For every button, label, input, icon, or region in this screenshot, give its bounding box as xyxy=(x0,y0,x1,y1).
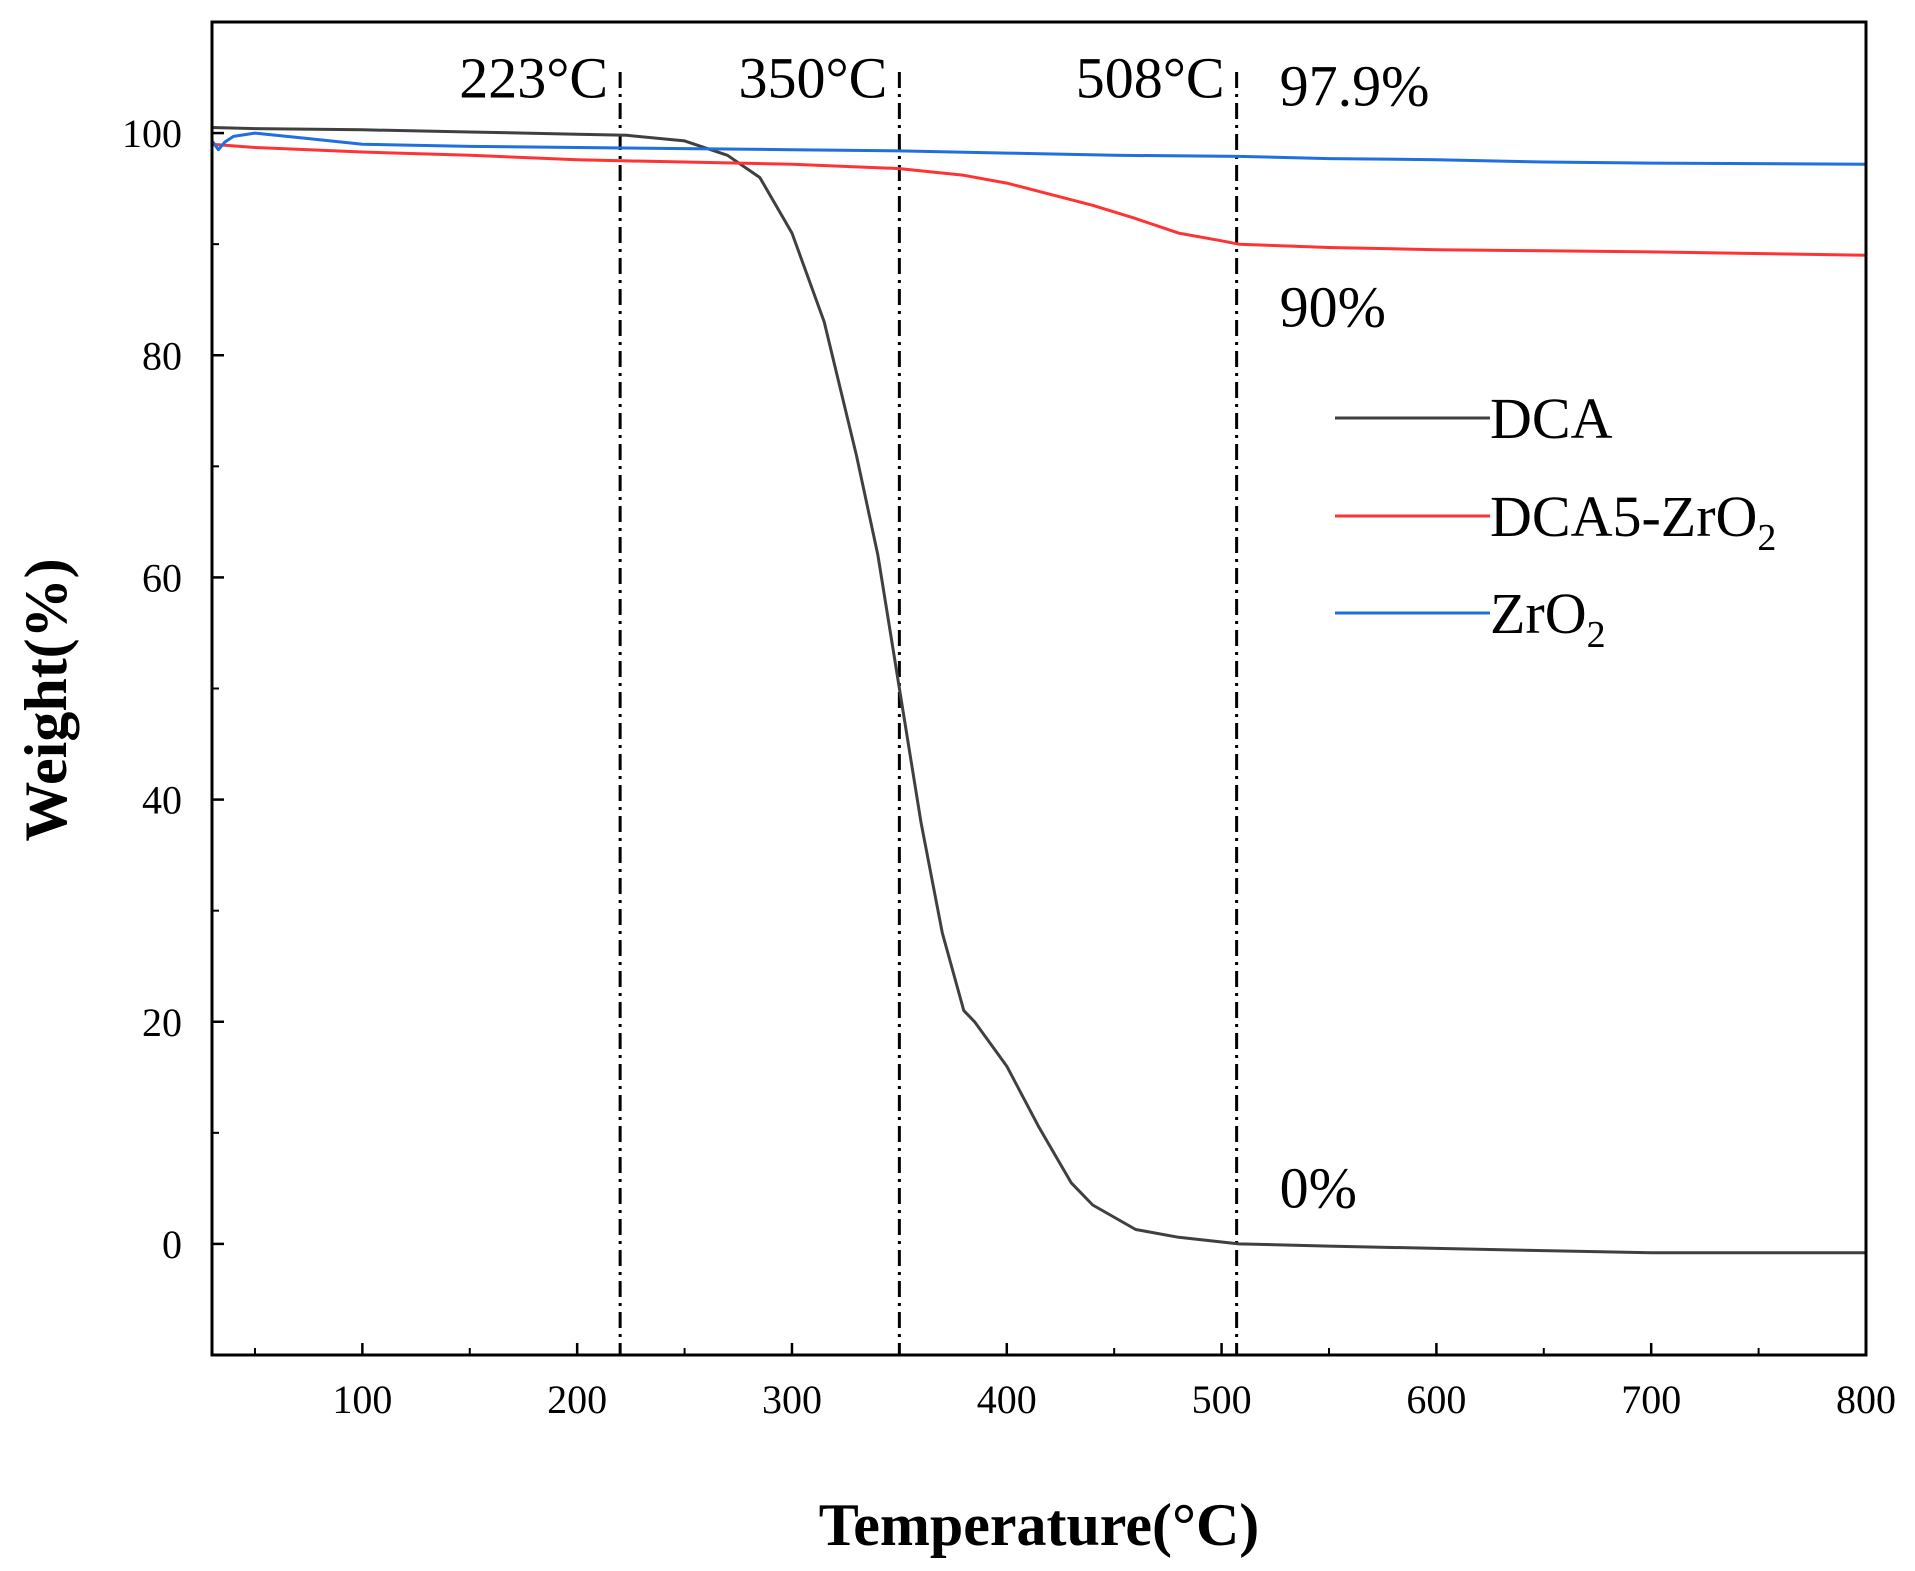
series-line xyxy=(211,142,1867,257)
value-annotation: 97.9% xyxy=(1280,53,1430,118)
x-tick-label: 300 xyxy=(762,1377,822,1422)
value-annotation: 0% xyxy=(1280,1155,1357,1220)
legend-label: DCA xyxy=(1490,386,1613,451)
reference-line-label: 223°C xyxy=(459,46,608,111)
x-tick-label: 100 xyxy=(332,1377,392,1422)
x-tick-label: 200 xyxy=(547,1377,607,1422)
x-tick-label: 600 xyxy=(1406,1377,1466,1422)
y-tick-label: 60 xyxy=(142,555,182,600)
vlines-layer xyxy=(618,71,1239,1355)
series-layer xyxy=(210,126,1867,1255)
x-axis-title: Temperature(°C) xyxy=(819,1492,1260,1558)
annotation-layer: 223°C 350°C 508°C 97.9% 90% 0% xyxy=(459,46,1429,1221)
legend-label: ZrO2 xyxy=(1490,581,1606,656)
legend-label: DCA5-ZrO2 xyxy=(1490,484,1776,559)
legend: DCA DCA5-ZrO2 ZrO2 xyxy=(1335,386,1776,656)
reference-line-label: 350°C xyxy=(738,46,887,111)
y-tick-label: 80 xyxy=(142,333,182,378)
x-tick-label: 500 xyxy=(1192,1377,1252,1422)
y-axis-title: Weight(%) xyxy=(13,558,79,841)
reference-line-label: 508°C xyxy=(1076,46,1225,111)
series-line xyxy=(211,126,1866,1255)
value-annotation: 90% xyxy=(1280,274,1386,339)
ticks-layer: 100 200 300 400 500 600 700 800 0 20 40 60 80 100 xyxy=(122,21,1896,1422)
y-tick-label: 20 xyxy=(142,1000,182,1045)
x-tick-label: 400 xyxy=(977,1377,1037,1422)
x-tick-label: 700 xyxy=(1621,1377,1681,1422)
x-tick-label: 800 xyxy=(1836,1377,1896,1422)
series-line xyxy=(210,131,1867,166)
y-tick-label: 40 xyxy=(142,778,182,823)
y-tick-label: 100 xyxy=(122,111,182,156)
y-tick-label: 0 xyxy=(162,1222,182,1267)
